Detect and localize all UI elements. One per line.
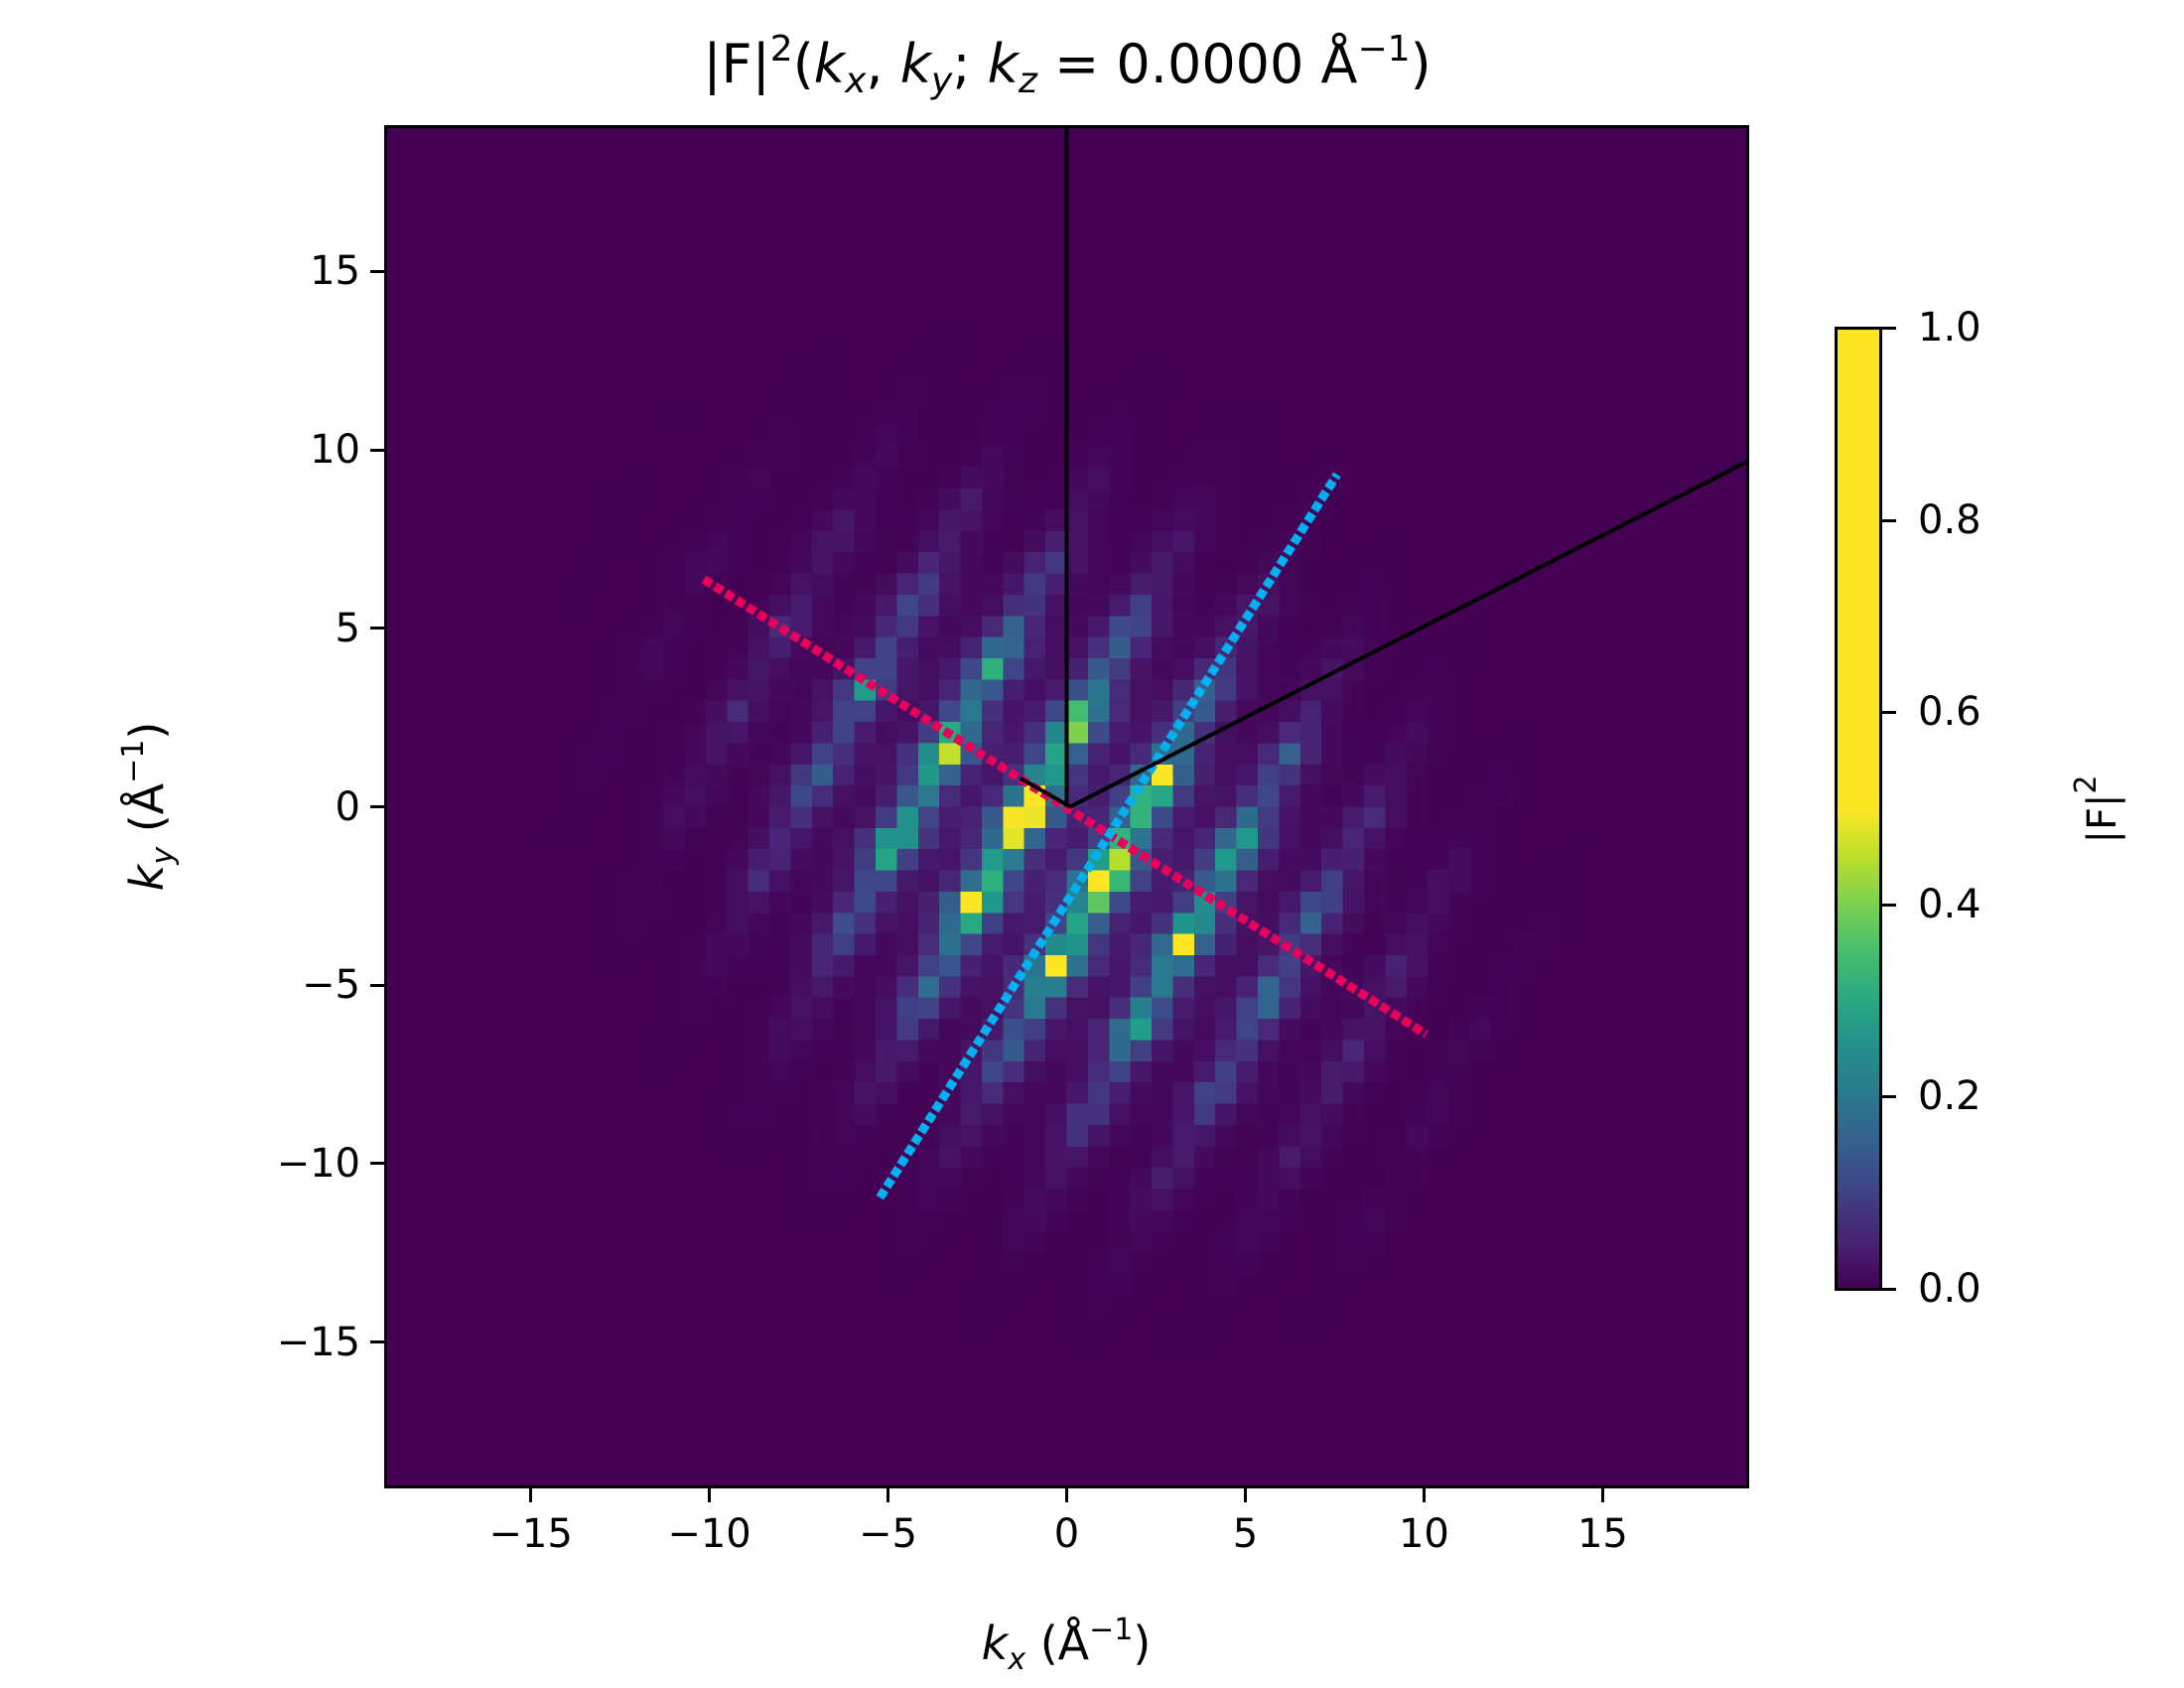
- y-tick-mark: [370, 1162, 384, 1166]
- x-tick-label: 10: [1398, 1511, 1449, 1557]
- x-tick-mark: [708, 1488, 712, 1502]
- y-tick-label: 0: [335, 783, 360, 830]
- x-tick-mark: [1600, 1488, 1604, 1502]
- colorbar-tick-mark: [1882, 1095, 1896, 1099]
- x-tick-label: 5: [1232, 1511, 1259, 1557]
- colorbar-tick-label: 0.2: [1918, 1073, 1981, 1120]
- y-tick-mark: [370, 269, 384, 273]
- x-tick-label: −15: [488, 1511, 573, 1557]
- colorbar-label: |F|2: [2069, 774, 2125, 844]
- y-axis-label: ky (Å−1): [116, 721, 181, 892]
- x-tick-label: 15: [1576, 1511, 1628, 1557]
- black-short-vector: [1019, 776, 1072, 809]
- x-tick-mark: [887, 1488, 890, 1502]
- colorbar-tick-mark: [1882, 711, 1896, 715]
- colorbar: [1835, 327, 1882, 1291]
- chart-title: |F|2(kx, ky; kz = 0.0000 Å−1): [703, 29, 1432, 101]
- y-tick-label: −5: [302, 962, 360, 1009]
- y-tick-mark: [370, 1340, 384, 1344]
- x-tick-mark: [1422, 1488, 1426, 1502]
- y-tick-mark: [370, 627, 384, 631]
- x-axis-label: kx (Å−1): [981, 1613, 1152, 1677]
- y-tick-label: 10: [310, 427, 360, 474]
- x-tick-label: −5: [859, 1511, 917, 1557]
- cyan-dotted-line: [876, 472, 1341, 1200]
- colorbar-tick-mark: [1882, 327, 1896, 330]
- y-tick-label: 5: [335, 605, 360, 651]
- y-tick-label: −10: [276, 1140, 360, 1187]
- y-tick-mark: [370, 805, 384, 808]
- colorbar-tick-label: 0.4: [1918, 881, 1981, 927]
- x-tick-mark: [529, 1488, 533, 1502]
- colorbar-tick-label: 1.0: [1918, 305, 1981, 351]
- colorbar-tick-mark: [1882, 518, 1896, 522]
- y-tick-label: −15: [276, 1319, 360, 1365]
- x-tick-label: −10: [667, 1511, 751, 1557]
- colorbar-tick-label: 0.0: [1918, 1266, 1981, 1312]
- x-tick-mark: [1065, 1488, 1068, 1502]
- vector-overlay: [701, 128, 1746, 1200]
- y-tick-mark: [370, 448, 384, 452]
- heatmap-plot-area: [384, 125, 1749, 1488]
- x-tick-label: 0: [1053, 1511, 1080, 1557]
- colorbar-tick-mark: [1882, 903, 1896, 907]
- colorbar-tick-label: 0.6: [1918, 689, 1981, 736]
- black-oblique-vector: [1069, 460, 1746, 809]
- colorbar-tick-mark: [1882, 1288, 1896, 1291]
- colorbar-tick-label: 0.8: [1918, 496, 1981, 543]
- y-tick-mark: [370, 983, 384, 987]
- x-tick-mark: [1243, 1488, 1247, 1502]
- y-tick-label: 15: [310, 248, 360, 295]
